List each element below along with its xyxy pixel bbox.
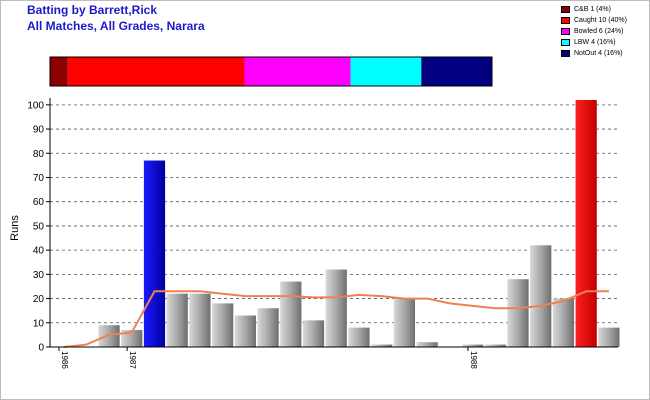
legend-label-cb: C&B 1 (4%) xyxy=(574,6,611,13)
bar-16 xyxy=(416,342,438,347)
y-tick-label-70: 70 xyxy=(33,173,45,184)
legend-item-bowled: Bowled 6 (24%) xyxy=(561,26,627,37)
dismissal-segment-caught xyxy=(67,57,245,86)
bars xyxy=(98,100,620,347)
bar-10 xyxy=(280,281,302,347)
dismissal-segment-lbw xyxy=(350,57,422,86)
bar-4 xyxy=(143,160,166,347)
legend-swatch-cb xyxy=(561,6,570,13)
bar-8 xyxy=(234,315,256,347)
bar-11 xyxy=(302,320,325,347)
dismissal-bar-border xyxy=(49,56,493,87)
bar-23 xyxy=(575,100,597,347)
bar-6 xyxy=(189,293,211,347)
y-tick-label-60: 60 xyxy=(33,197,45,208)
bar-9 xyxy=(257,308,279,347)
bar-20 xyxy=(507,279,529,347)
y-tick-label-0: 0 xyxy=(38,343,44,354)
dismissal-segment-cb xyxy=(50,57,68,86)
legend-label-caught: Caught 10 (40%) xyxy=(574,17,627,24)
bar-5 xyxy=(166,293,188,347)
x-tick-label-1986: 1986 xyxy=(60,351,69,369)
dismissal-summary-bar xyxy=(49,56,493,87)
bar-18 xyxy=(461,344,484,347)
x-tick-label-1988: 1988 xyxy=(469,351,478,369)
bar-7 xyxy=(212,303,234,347)
average-line-group xyxy=(63,290,609,348)
y-tick-label-90: 90 xyxy=(33,125,45,136)
legend-label-bowled: Bowled 6 (24%) xyxy=(574,28,624,35)
bar-12 xyxy=(325,269,347,347)
y-axis-label: Runs xyxy=(9,215,21,241)
bar-13 xyxy=(348,327,370,347)
bar-15 xyxy=(393,298,416,347)
legend-swatch-notout xyxy=(561,50,570,57)
chart-subtitle: All Matches, All Grades, Narara xyxy=(27,19,205,33)
legend-swatch-caught xyxy=(561,17,570,24)
axes: 0 10 20 30 40 50 60 70 80 90 100 1986 1987 1988 xyxy=(27,98,618,369)
dismissal-segment-notout xyxy=(421,57,492,86)
average-line xyxy=(63,290,609,348)
chart-title: Batting by Barrett,Rick xyxy=(27,3,158,17)
legend-swatch-lbw xyxy=(561,39,570,46)
bar-2 xyxy=(98,325,120,347)
legend-item-lbw: LBW 4 (16%) xyxy=(561,37,627,48)
legend-item-caught: Caught 10 (40%) xyxy=(561,15,627,26)
dismissal-segment-bowled xyxy=(244,57,351,86)
legend-item-notout: NotOut 4 (16%) xyxy=(561,48,627,59)
y-tick-label-10: 10 xyxy=(33,318,45,329)
bar-3 xyxy=(121,330,143,347)
legend: C&B 1 (4%) Caught 10 (40%) Bowled 6 (24%… xyxy=(561,4,627,59)
y-tick-label-20: 20 xyxy=(33,294,45,305)
x-tick-label-1987: 1987 xyxy=(128,351,137,369)
bar-24 xyxy=(598,327,620,347)
legend-swatch-bowled xyxy=(561,28,570,35)
bar-14 xyxy=(371,344,393,347)
bar-21 xyxy=(530,245,552,347)
bar-22 xyxy=(552,298,575,347)
legend-label-lbw: LBW 4 (16%) xyxy=(574,39,616,46)
y-tick-label-100: 100 xyxy=(27,100,44,111)
legend-item-cb: C&B 1 (4%) xyxy=(561,4,627,15)
y-tick-label-50: 50 xyxy=(33,221,45,232)
y-tick-label-80: 80 xyxy=(33,149,45,160)
legend-label-notout: NotOut 4 (16%) xyxy=(574,50,623,57)
y-tick-label-40: 40 xyxy=(33,246,45,257)
bar-19 xyxy=(484,344,506,347)
y-tick-label-30: 30 xyxy=(33,270,45,281)
